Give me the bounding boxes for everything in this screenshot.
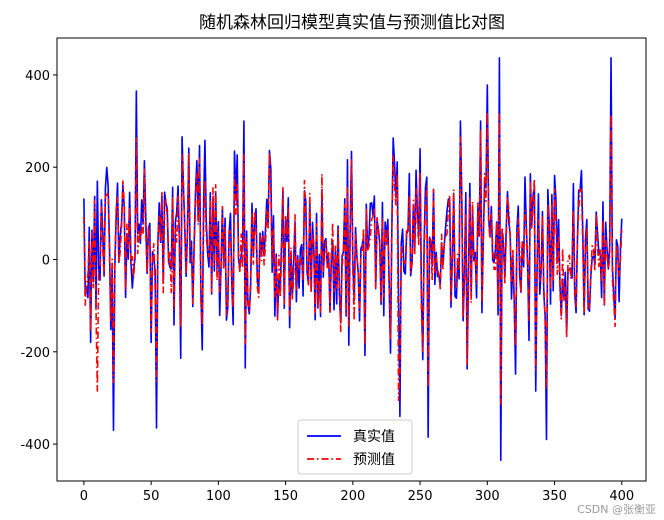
chart-title: 随机森林回归模型真实值与预测值比对图 [199, 13, 505, 33]
plot-lines [83, 57, 623, 462]
y-tick-label: -200 [20, 346, 50, 361]
x-tick-label: 100 [206, 489, 231, 504]
x-tick-label: 400 [609, 489, 634, 504]
x-tick-label: 150 [273, 489, 298, 504]
legend-label: 真实值 [353, 429, 395, 445]
y-tick-label: 400 [25, 69, 50, 84]
legend-label: 预测值 [353, 452, 395, 468]
series-line-predicted-values [83, 111, 623, 405]
x-tick-label: 300 [475, 489, 500, 504]
watermark: CSDN @张衡亚 [577, 503, 656, 516]
x-tick-label: 200 [340, 489, 365, 504]
x-tick-label: 0 [80, 489, 88, 504]
x-axis: 0 50 100 150 200 250 300 350 400 [80, 481, 634, 504]
x-tick-label: 50 [143, 489, 160, 504]
x-tick-label: 350 [542, 489, 567, 504]
x-tick-label: 250 [408, 489, 433, 504]
y-axis: -400 -200 0 200 400 [20, 69, 57, 453]
y-tick-label: 200 [25, 161, 50, 176]
y-tick-label: -400 [20, 438, 50, 453]
legend-box [297, 419, 413, 475]
y-tick-label: 0 [42, 254, 50, 269]
